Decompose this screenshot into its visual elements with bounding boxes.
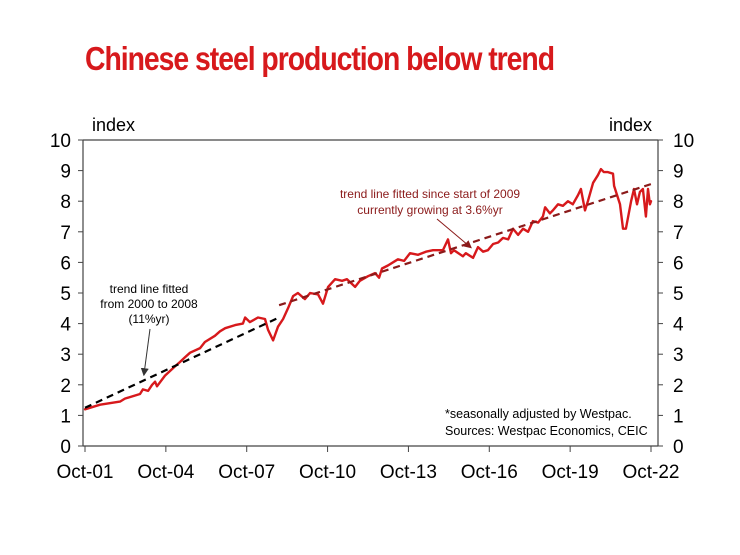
y-tick-label-right: 5: [673, 284, 684, 305]
chart-title: Chinese steel production below trend: [85, 40, 555, 77]
annotation-trend-2009-arrow: [436, 218, 472, 249]
annotation-trend-2000-2008-arrow: [140, 328, 151, 377]
y-tick-label-right: 7: [673, 223, 684, 244]
x-tick-label: Oct-07: [218, 462, 275, 483]
y-tick-label-right: 3: [673, 345, 684, 366]
y-tick-label-right: 4: [673, 315, 684, 336]
y-tick-label-right: 6: [673, 253, 684, 274]
y-tick-label-left: 5: [60, 284, 71, 305]
x-axis-ticks: Oct-01 Oct-04 Oct-07 Oct-10 Oct-13 Oct-16 Oct-…: [56, 446, 680, 483]
annotation-trend-2009-line-2: currently growing at 3.6%yr: [357, 203, 502, 217]
y-tick-label-left: 6: [60, 253, 71, 274]
y-tick-label-right: 8: [673, 192, 684, 213]
footnote-line-2: Sources: Westpac Economics, CEIC: [445, 424, 648, 438]
annotation-trend-2000-2008-line-2: from 2000 to 2008: [100, 297, 198, 311]
x-tick-label: Oct-01: [56, 462, 113, 483]
y-tick-label-left: 0: [60, 437, 71, 458]
left-axis-unit-label: index: [92, 115, 135, 135]
series-steel-production: [83, 167, 653, 411]
x-tick-label: Oct-04: [137, 462, 194, 483]
y-tick-label-left: 9: [60, 162, 71, 183]
y-tick-label-left: 7: [60, 223, 71, 244]
trend-line-2000-2008: [84, 316, 280, 409]
y-tick-label-left: 3: [60, 345, 71, 366]
y-tick-label-left: 8: [60, 192, 71, 213]
y-tick-label-right: 2: [673, 376, 684, 397]
y-axis-ticks: 0 0 1 1 2 2 3 3 4 4 5 5 6 6 7 7 8 8 9 9 10 10: [50, 131, 694, 458]
annotation-trend-2000-2008-line-3: (11%yr): [128, 312, 169, 326]
x-tick-label: Oct-22: [622, 462, 679, 483]
annotation-trend-2009-line-1: trend line fitted since start of 2009: [340, 187, 520, 201]
y-tick-label-left: 4: [60, 315, 71, 336]
y-tick-label-right: 1: [673, 406, 684, 427]
footnote-line-1: *seasonally adjusted by Westpac.: [445, 407, 632, 421]
y-tick-label-left: 2: [60, 376, 71, 397]
right-axis-unit-label: index: [609, 115, 652, 135]
y-tick-label-left: 1: [60, 406, 71, 427]
annotation-trend-2000-2008-line-1: trend line fitted: [110, 282, 189, 296]
annotation-trend-2009: trend line fitted since start of 2009 cu…: [340, 187, 520, 249]
y-tick-label-right: 9: [673, 162, 684, 183]
x-tick-label: Oct-19: [542, 462, 599, 483]
x-tick-label: Oct-16: [461, 462, 518, 483]
x-tick-label: Oct-13: [380, 462, 437, 483]
y-tick-label-right: 10: [673, 131, 694, 152]
y-tick-label-left: 10: [50, 131, 71, 152]
x-tick-label: Oct-10: [299, 462, 356, 483]
y-tick-label-right: 0: [673, 437, 684, 458]
annotation-trend-2000-2008: trend line fitted from 2000 to 2008 (11%…: [100, 282, 198, 377]
